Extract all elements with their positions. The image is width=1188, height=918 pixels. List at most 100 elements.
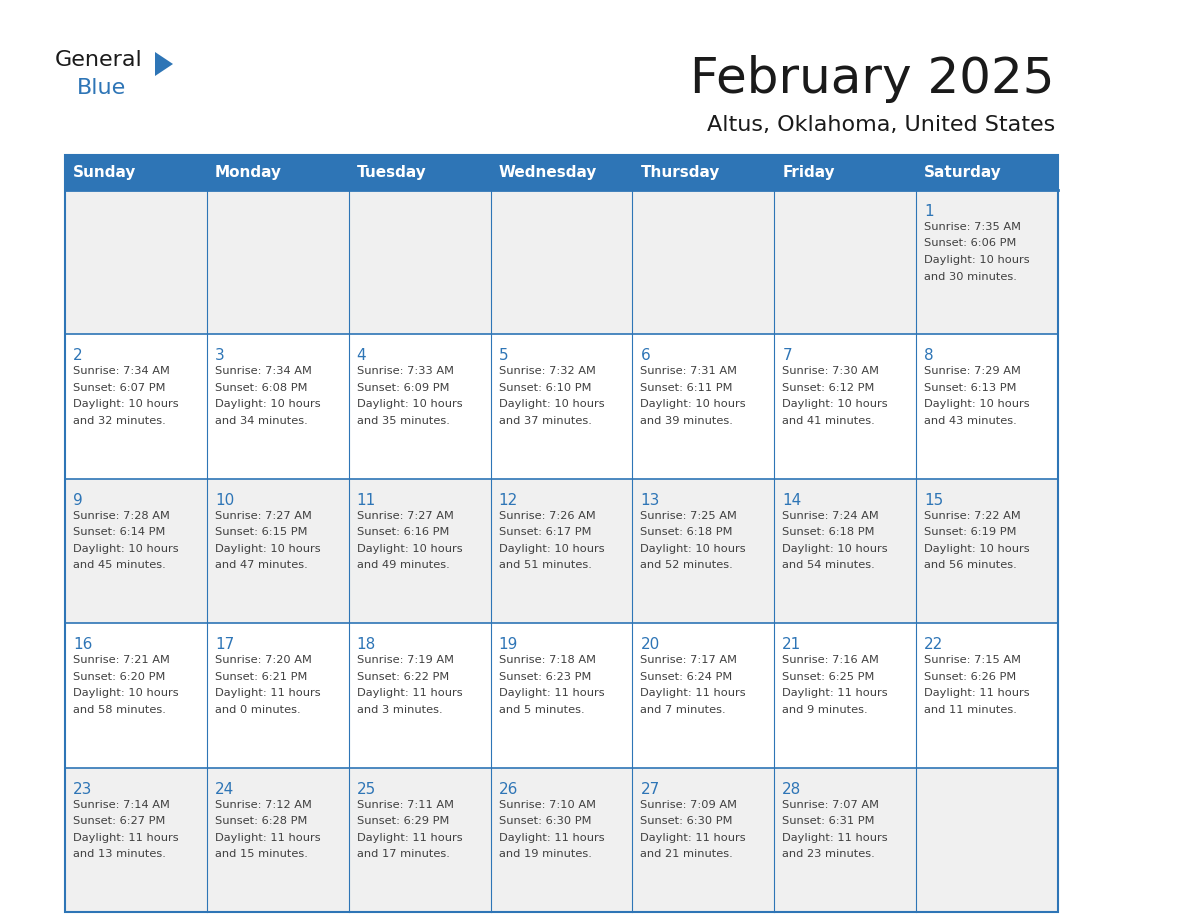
- Text: 22: 22: [924, 637, 943, 652]
- Bar: [775, 623, 916, 767]
- Text: Sunrise: 7:22 AM: Sunrise: 7:22 AM: [924, 510, 1020, 521]
- Text: Sunrise: 7:32 AM: Sunrise: 7:32 AM: [499, 366, 595, 376]
- Text: 1: 1: [924, 204, 934, 219]
- Text: and 43 minutes.: and 43 minutes.: [924, 416, 1017, 426]
- Text: Daylight: 10 hours: Daylight: 10 hours: [72, 543, 178, 554]
- Text: 14: 14: [782, 493, 802, 508]
- Text: Sunrise: 7:09 AM: Sunrise: 7:09 AM: [640, 800, 738, 810]
- Text: Sunset: 6:13 PM: Sunset: 6:13 PM: [924, 383, 1017, 393]
- Text: Daylight: 11 hours: Daylight: 11 hours: [356, 833, 462, 843]
- Bar: [491, 155, 632, 190]
- Text: Sunrise: 7:19 AM: Sunrise: 7:19 AM: [356, 655, 454, 666]
- Text: Sunrise: 7:34 AM: Sunrise: 7:34 AM: [72, 366, 170, 376]
- Text: Tuesday: Tuesday: [356, 165, 426, 180]
- Text: and 49 minutes.: and 49 minutes.: [356, 560, 449, 570]
- Text: Daylight: 10 hours: Daylight: 10 hours: [924, 399, 1030, 409]
- Text: Blue: Blue: [77, 78, 126, 98]
- Text: Daylight: 11 hours: Daylight: 11 hours: [499, 688, 605, 699]
- Text: Daylight: 11 hours: Daylight: 11 hours: [215, 688, 321, 699]
- Bar: [491, 623, 632, 767]
- Bar: [349, 767, 491, 912]
- Bar: [207, 155, 349, 190]
- Text: Daylight: 10 hours: Daylight: 10 hours: [215, 399, 321, 409]
- Text: Sunrise: 7:31 AM: Sunrise: 7:31 AM: [640, 366, 738, 376]
- Text: Daylight: 11 hours: Daylight: 11 hours: [72, 833, 178, 843]
- Text: February 2025: February 2025: [690, 55, 1055, 103]
- Text: Daylight: 10 hours: Daylight: 10 hours: [640, 543, 746, 554]
- Text: 20: 20: [640, 637, 659, 652]
- Bar: [632, 479, 775, 623]
- Bar: [349, 334, 491, 479]
- Text: Daylight: 10 hours: Daylight: 10 hours: [215, 543, 321, 554]
- Text: Sunrise: 7:24 AM: Sunrise: 7:24 AM: [782, 510, 879, 521]
- Text: 27: 27: [640, 781, 659, 797]
- Text: Daylight: 11 hours: Daylight: 11 hours: [782, 688, 887, 699]
- Text: Sunrise: 7:28 AM: Sunrise: 7:28 AM: [72, 510, 170, 521]
- Text: Sunset: 6:18 PM: Sunset: 6:18 PM: [782, 527, 874, 537]
- Text: Sunrise: 7:34 AM: Sunrise: 7:34 AM: [215, 366, 311, 376]
- Text: Sunrise: 7:17 AM: Sunrise: 7:17 AM: [640, 655, 738, 666]
- Bar: [632, 334, 775, 479]
- Bar: [491, 767, 632, 912]
- Text: Sunrise: 7:10 AM: Sunrise: 7:10 AM: [499, 800, 595, 810]
- Text: and 52 minutes.: and 52 minutes.: [640, 560, 733, 570]
- Bar: [775, 155, 916, 190]
- Bar: [632, 155, 775, 190]
- Text: Sunrise: 7:20 AM: Sunrise: 7:20 AM: [215, 655, 311, 666]
- Text: Saturday: Saturday: [924, 165, 1001, 180]
- Text: Daylight: 10 hours: Daylight: 10 hours: [782, 543, 887, 554]
- Text: Sunset: 6:09 PM: Sunset: 6:09 PM: [356, 383, 449, 393]
- Text: and 7 minutes.: and 7 minutes.: [640, 705, 726, 715]
- Text: Daylight: 11 hours: Daylight: 11 hours: [640, 833, 746, 843]
- Text: Sunset: 6:19 PM: Sunset: 6:19 PM: [924, 527, 1017, 537]
- Text: Daylight: 11 hours: Daylight: 11 hours: [924, 688, 1030, 699]
- Text: 25: 25: [356, 781, 375, 797]
- Text: Sunset: 6:30 PM: Sunset: 6:30 PM: [640, 816, 733, 826]
- Text: 2: 2: [72, 349, 83, 364]
- Text: Sunrise: 7:26 AM: Sunrise: 7:26 AM: [499, 510, 595, 521]
- Text: and 54 minutes.: and 54 minutes.: [782, 560, 876, 570]
- Text: 12: 12: [499, 493, 518, 508]
- Text: and 51 minutes.: and 51 minutes.: [499, 560, 592, 570]
- Text: Sunset: 6:11 PM: Sunset: 6:11 PM: [640, 383, 733, 393]
- Text: Thursday: Thursday: [640, 165, 720, 180]
- Bar: [207, 479, 349, 623]
- Bar: [349, 479, 491, 623]
- Bar: [916, 334, 1059, 479]
- Text: Sunset: 6:18 PM: Sunset: 6:18 PM: [640, 527, 733, 537]
- Text: 6: 6: [640, 349, 650, 364]
- Text: Sunset: 6:22 PM: Sunset: 6:22 PM: [356, 672, 449, 682]
- Bar: [916, 155, 1059, 190]
- Text: Daylight: 10 hours: Daylight: 10 hours: [499, 399, 605, 409]
- Text: Sunset: 6:06 PM: Sunset: 6:06 PM: [924, 239, 1017, 249]
- Text: Daylight: 10 hours: Daylight: 10 hours: [924, 255, 1030, 265]
- Text: and 3 minutes.: and 3 minutes.: [356, 705, 442, 715]
- Text: and 19 minutes.: and 19 minutes.: [499, 849, 592, 859]
- Text: Daylight: 11 hours: Daylight: 11 hours: [640, 688, 746, 699]
- Text: Sunset: 6:14 PM: Sunset: 6:14 PM: [72, 527, 165, 537]
- Text: 17: 17: [215, 637, 234, 652]
- Text: Daylight: 11 hours: Daylight: 11 hours: [499, 833, 605, 843]
- Text: Sunset: 6:31 PM: Sunset: 6:31 PM: [782, 816, 874, 826]
- Text: 19: 19: [499, 637, 518, 652]
- Text: Sunset: 6:17 PM: Sunset: 6:17 PM: [499, 527, 592, 537]
- Bar: [65, 334, 207, 479]
- Text: and 0 minutes.: and 0 minutes.: [215, 705, 301, 715]
- Text: and 47 minutes.: and 47 minutes.: [215, 560, 308, 570]
- Text: Friday: Friday: [782, 165, 835, 180]
- Text: and 13 minutes.: and 13 minutes.: [72, 849, 166, 859]
- Text: Sunset: 6:12 PM: Sunset: 6:12 PM: [782, 383, 874, 393]
- Text: Sunset: 6:29 PM: Sunset: 6:29 PM: [356, 816, 449, 826]
- Text: Daylight: 11 hours: Daylight: 11 hours: [356, 688, 462, 699]
- Text: Daylight: 11 hours: Daylight: 11 hours: [782, 833, 887, 843]
- Text: Sunrise: 7:12 AM: Sunrise: 7:12 AM: [215, 800, 311, 810]
- Text: Daylight: 10 hours: Daylight: 10 hours: [499, 543, 605, 554]
- Bar: [775, 767, 916, 912]
- Bar: [207, 190, 349, 334]
- Text: Monday: Monday: [215, 165, 282, 180]
- Bar: [632, 623, 775, 767]
- Text: Sunrise: 7:11 AM: Sunrise: 7:11 AM: [356, 800, 454, 810]
- Text: and 35 minutes.: and 35 minutes.: [356, 416, 449, 426]
- Text: 4: 4: [356, 349, 366, 364]
- Text: Sunrise: 7:14 AM: Sunrise: 7:14 AM: [72, 800, 170, 810]
